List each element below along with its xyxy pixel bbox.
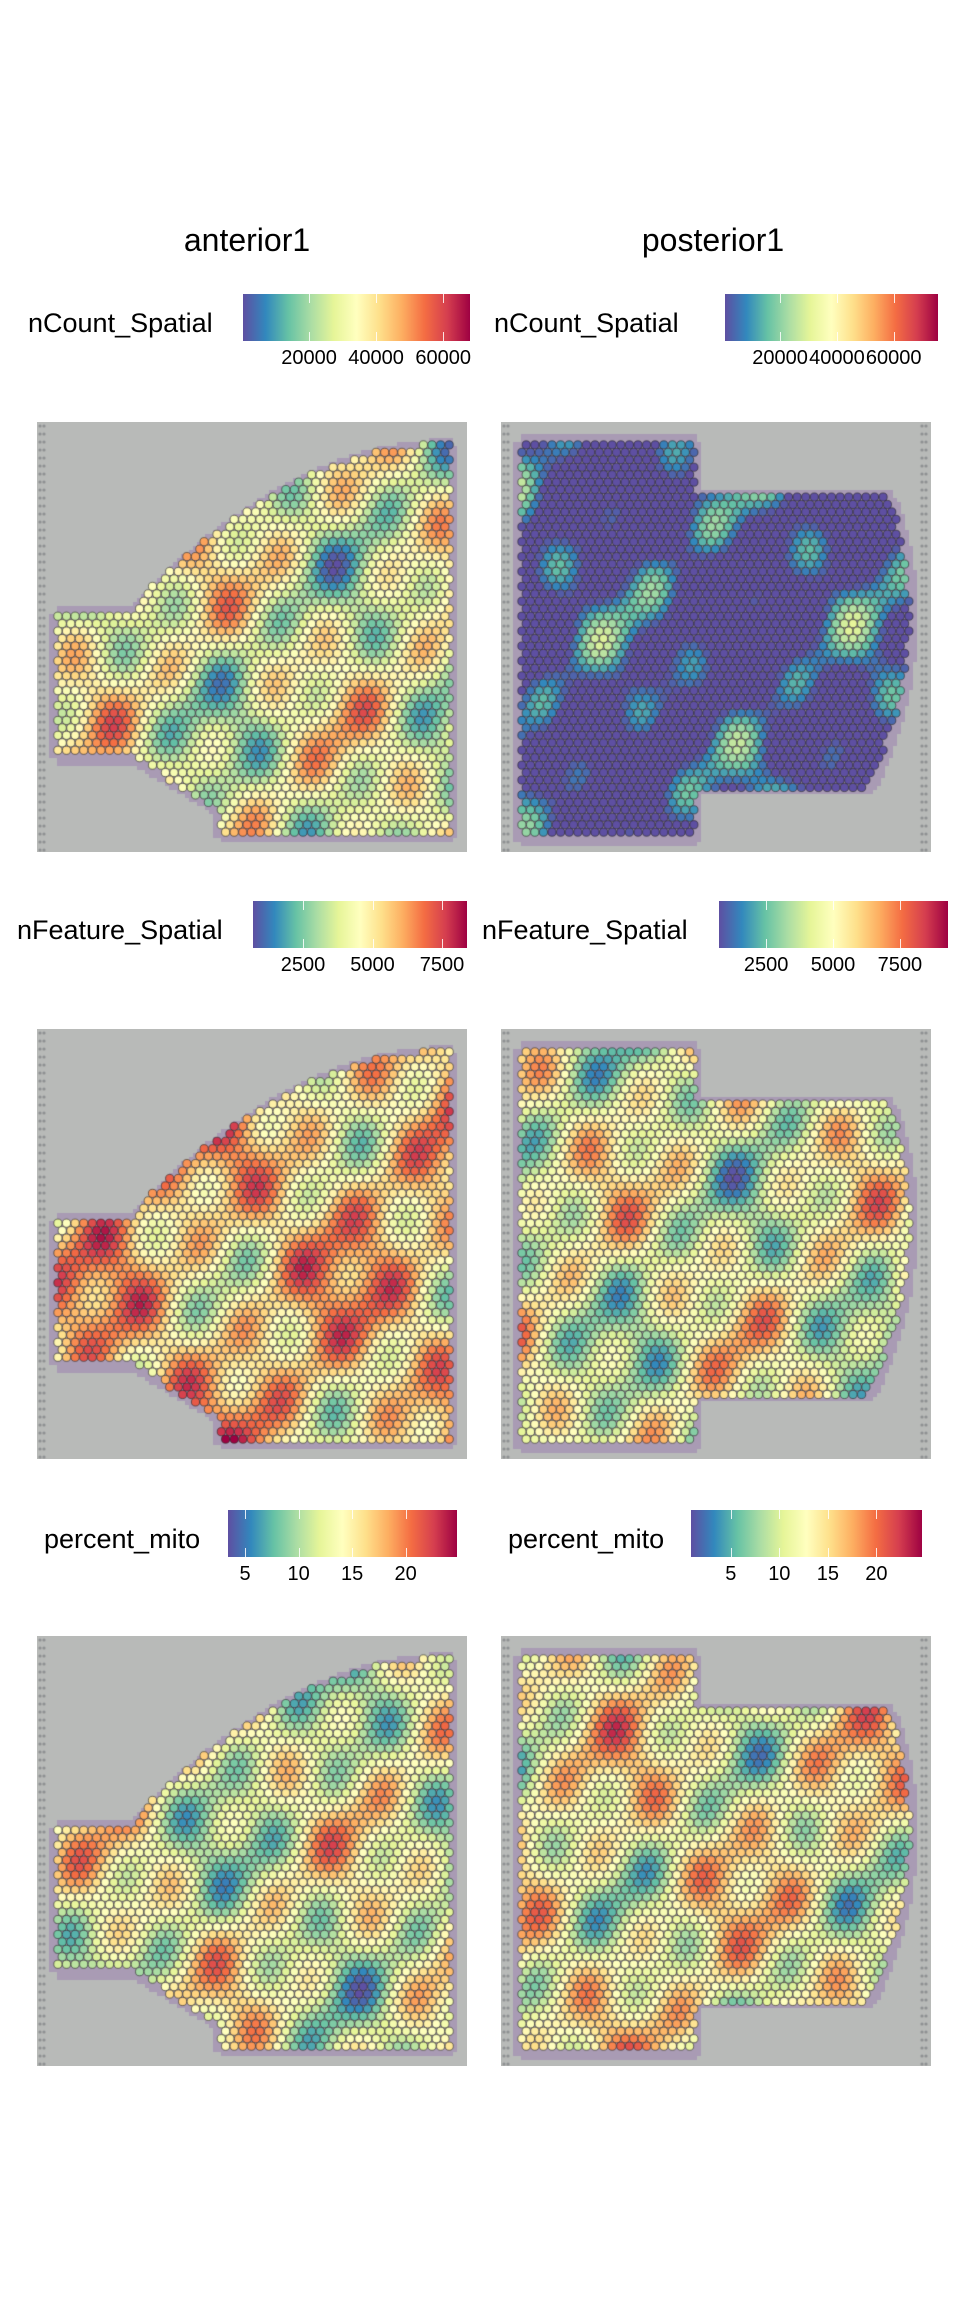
colorbar-tick-15-bottom: [352, 1548, 354, 1557]
colorbar-percent_mito-posterior1: [691, 1510, 922, 1557]
colorbar-tick-40000-bottom: [376, 332, 378, 341]
colorbar-tick-label-10: 10: [287, 1563, 310, 1585]
colorbar-tick-20-bottom: [405, 1548, 407, 1557]
colorbar-tick-5000-bottom: [372, 939, 374, 948]
colorbar-tick-2500-bottom: [303, 939, 305, 948]
colorbar-tick-60000: [893, 294, 895, 303]
colorbar-tick-20000-bottom: [309, 332, 311, 341]
colorbar-tick-20-bottom: [876, 1548, 878, 1557]
legend-title-nCount_Spatial-posterior1: nCount_Spatial: [494, 308, 679, 338]
colorbar-tick-60000: [443, 294, 445, 303]
column-title-posterior1: posterior1: [641, 222, 785, 258]
colorbar-tick-label-2500: 2500: [743, 954, 789, 976]
colorbar-tick-label-5000: 5000: [350, 954, 395, 976]
colorbar-tick-2500: [303, 901, 305, 910]
legend-title-percent_mito-posterior1: percent_mito: [508, 1524, 665, 1554]
colorbar-tick-40000: [836, 294, 838, 303]
colorbar-tick-5-bottom: [245, 1548, 247, 1557]
colorbar-tick-20000-bottom: [780, 332, 782, 341]
colorbar-tick-label-20000: 20000: [281, 347, 337, 369]
spatial-plot-percent_mito-anterior1: [37, 1636, 467, 2066]
colorbar-tick-10-bottom: [298, 1548, 300, 1557]
colorbar-tick-40000-bottom: [836, 332, 838, 341]
colorbar-nCount_Spatial-posterior1: [725, 294, 938, 341]
colorbar-tick-label-60000: 60000: [415, 347, 471, 369]
colorbar-tick-label-15: 15: [341, 1563, 364, 1585]
colorbar-tick-5000: [372, 901, 374, 910]
colorbar-tick-label-40000: 40000: [809, 347, 865, 369]
colorbar-tick-5: [245, 1510, 247, 1519]
colorbar-tick-label-5000: 5000: [810, 954, 856, 976]
colorbar-tick-2500-bottom: [766, 939, 768, 948]
colorbar-tick-label-15: 15: [816, 1563, 839, 1585]
colorbar-tick-15: [827, 1510, 829, 1519]
colorbar-tick-7500-bottom: [899, 939, 901, 948]
colorbar-tick-label-7500: 7500: [419, 954, 465, 976]
colorbar-tick-label-40000: 40000: [348, 347, 404, 369]
colorbar-tick-5000: [832, 901, 834, 910]
colorbar-tick-5-bottom: [730, 1548, 732, 1557]
colorbar-tick-7500-bottom: [441, 939, 443, 948]
colorbar-tick-15-bottom: [827, 1548, 829, 1557]
colorbar-nFeature_Spatial-anterior1: [253, 901, 467, 948]
legend-title-nFeature_Spatial-anterior1: nFeature_Spatial: [17, 915, 223, 945]
legend-title-nFeature_Spatial-posterior1: nFeature_Spatial: [482, 915, 688, 945]
colorbar-tick-label-5: 5: [725, 1563, 737, 1585]
spatial-plot-nFeature_Spatial-anterior1: [37, 1029, 467, 1459]
colorbar-tick-20: [876, 1510, 878, 1519]
colorbar-tick-5: [730, 1510, 732, 1519]
colorbar-tick-20000: [309, 294, 311, 303]
colorbar-tick-label-60000: 60000: [865, 347, 922, 369]
colorbar-tick-10: [779, 1510, 781, 1519]
colorbar-tick-label-20: 20: [865, 1563, 888, 1585]
column-title-anterior1: anterior1: [183, 222, 311, 258]
colorbar-tick-label-10: 10: [768, 1563, 791, 1585]
colorbar-tick-60000-bottom: [443, 332, 445, 341]
colorbar-percent_mito-anterior1: [228, 1510, 457, 1557]
colorbar-tick-20000: [780, 294, 782, 303]
colorbar-tick-7500: [441, 901, 443, 910]
legend-title-nCount_Spatial-anterior1: nCount_Spatial: [28, 308, 213, 338]
colorbar-tick-20: [405, 1510, 407, 1519]
colorbar-tick-label-20000: 20000: [752, 347, 808, 369]
colorbar-tick-10-bottom: [779, 1548, 781, 1557]
colorbar-tick-7500: [899, 901, 901, 910]
spatial-plot-nCount_Spatial-posterior1: [501, 422, 931, 852]
legend-title-percent_mito-anterior1: percent_mito: [44, 1524, 201, 1554]
colorbar-tick-label-7500: 7500: [877, 954, 923, 976]
spatial-plot-nCount_Spatial-anterior1: [37, 422, 467, 852]
spatial-plot-nFeature_Spatial-posterior1: [501, 1029, 931, 1459]
colorbar-nCount_Spatial-anterior1: [243, 294, 470, 341]
spatial-plot-percent_mito-posterior1: [501, 1636, 931, 2066]
colorbar-tick-label-20: 20: [394, 1563, 417, 1585]
colorbar-tick-15: [352, 1510, 354, 1519]
colorbar-tick-label-2500: 2500: [280, 954, 326, 976]
colorbar-tick-60000-bottom: [893, 332, 895, 341]
colorbar-tick-2500: [766, 901, 768, 910]
colorbar-tick-10: [298, 1510, 300, 1519]
colorbar-tick-5000-bottom: [832, 939, 834, 948]
colorbar-tick-label-5: 5: [239, 1563, 251, 1585]
colorbar-tick-40000: [376, 294, 378, 303]
